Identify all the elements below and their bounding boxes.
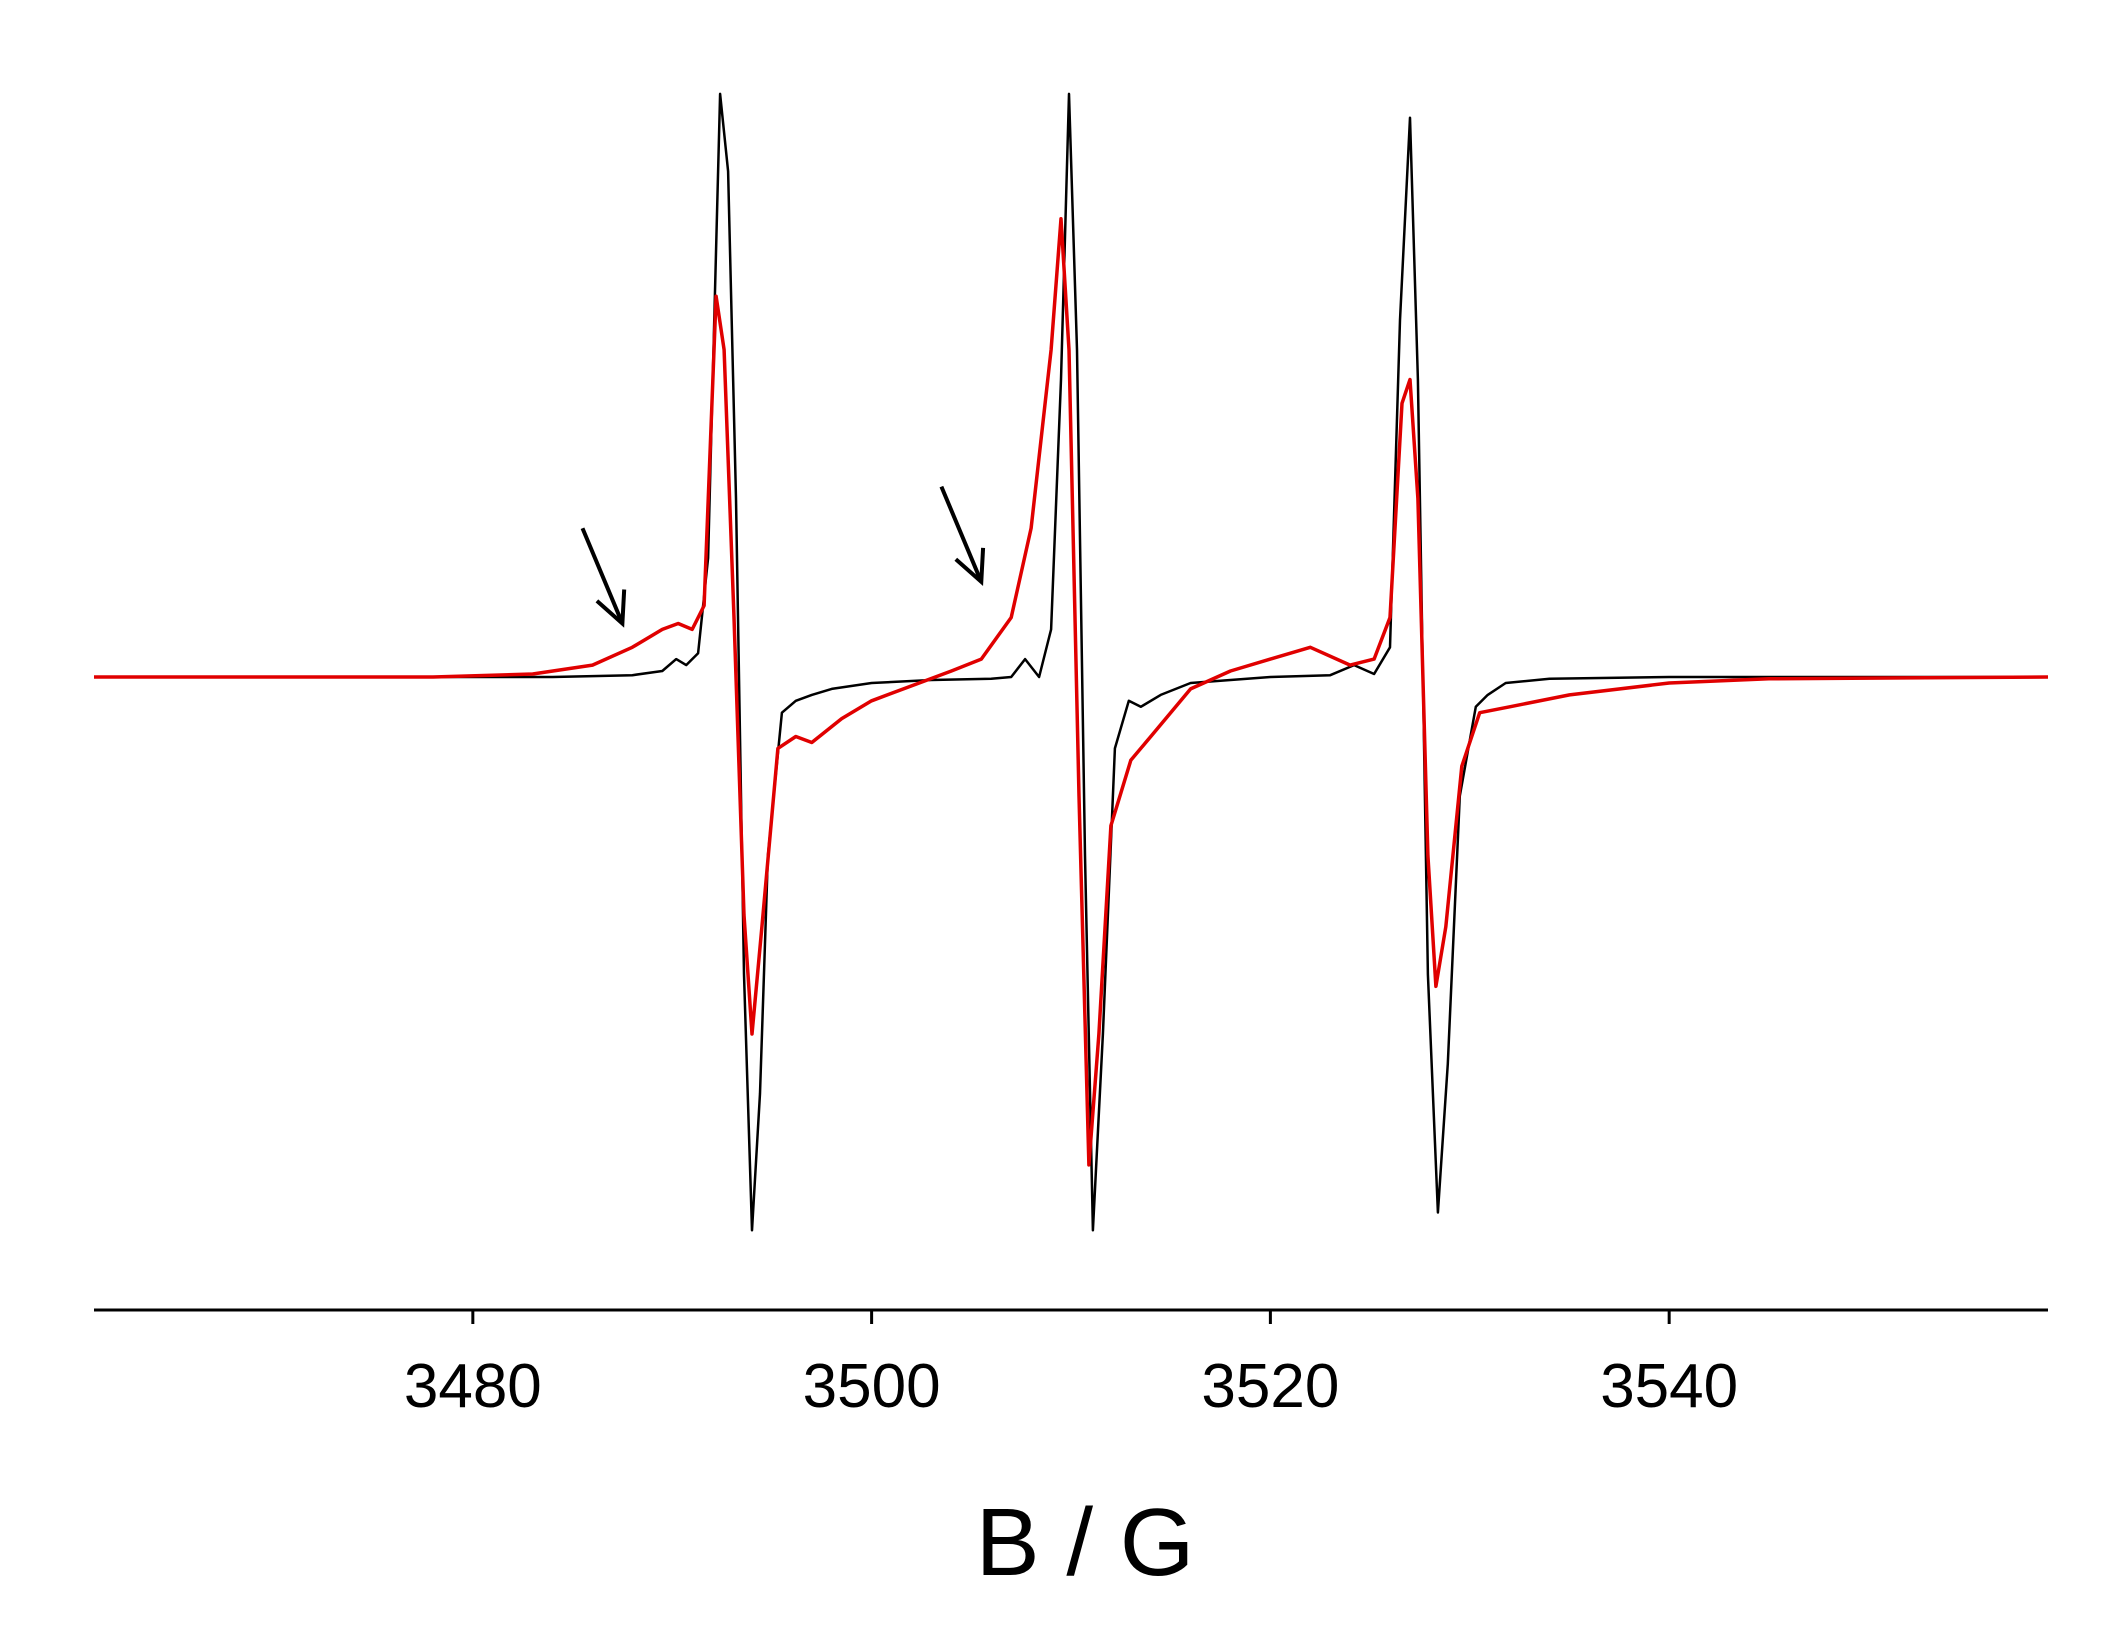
x-tick-label: 3480 — [404, 1352, 542, 1421]
arrow-annotation — [939, 485, 986, 587]
x-tick-label: 3500 — [803, 1352, 941, 1421]
spectrum-line-red — [94, 217, 2049, 1167]
spectrum-series — [94, 92, 2049, 1232]
x-tick-label: 3540 — [1600, 1352, 1738, 1421]
arrow-annotation — [580, 527, 627, 628]
arrow-annotations — [580, 485, 986, 628]
x-axis-ticks: 3480 3500 3520 3540 — [404, 1310, 1738, 1421]
x-tick-label: 3520 — [1201, 1352, 1339, 1421]
x-axis-title: B / G — [976, 1489, 1195, 1596]
spectrum-line-black — [94, 92, 2048, 1232]
